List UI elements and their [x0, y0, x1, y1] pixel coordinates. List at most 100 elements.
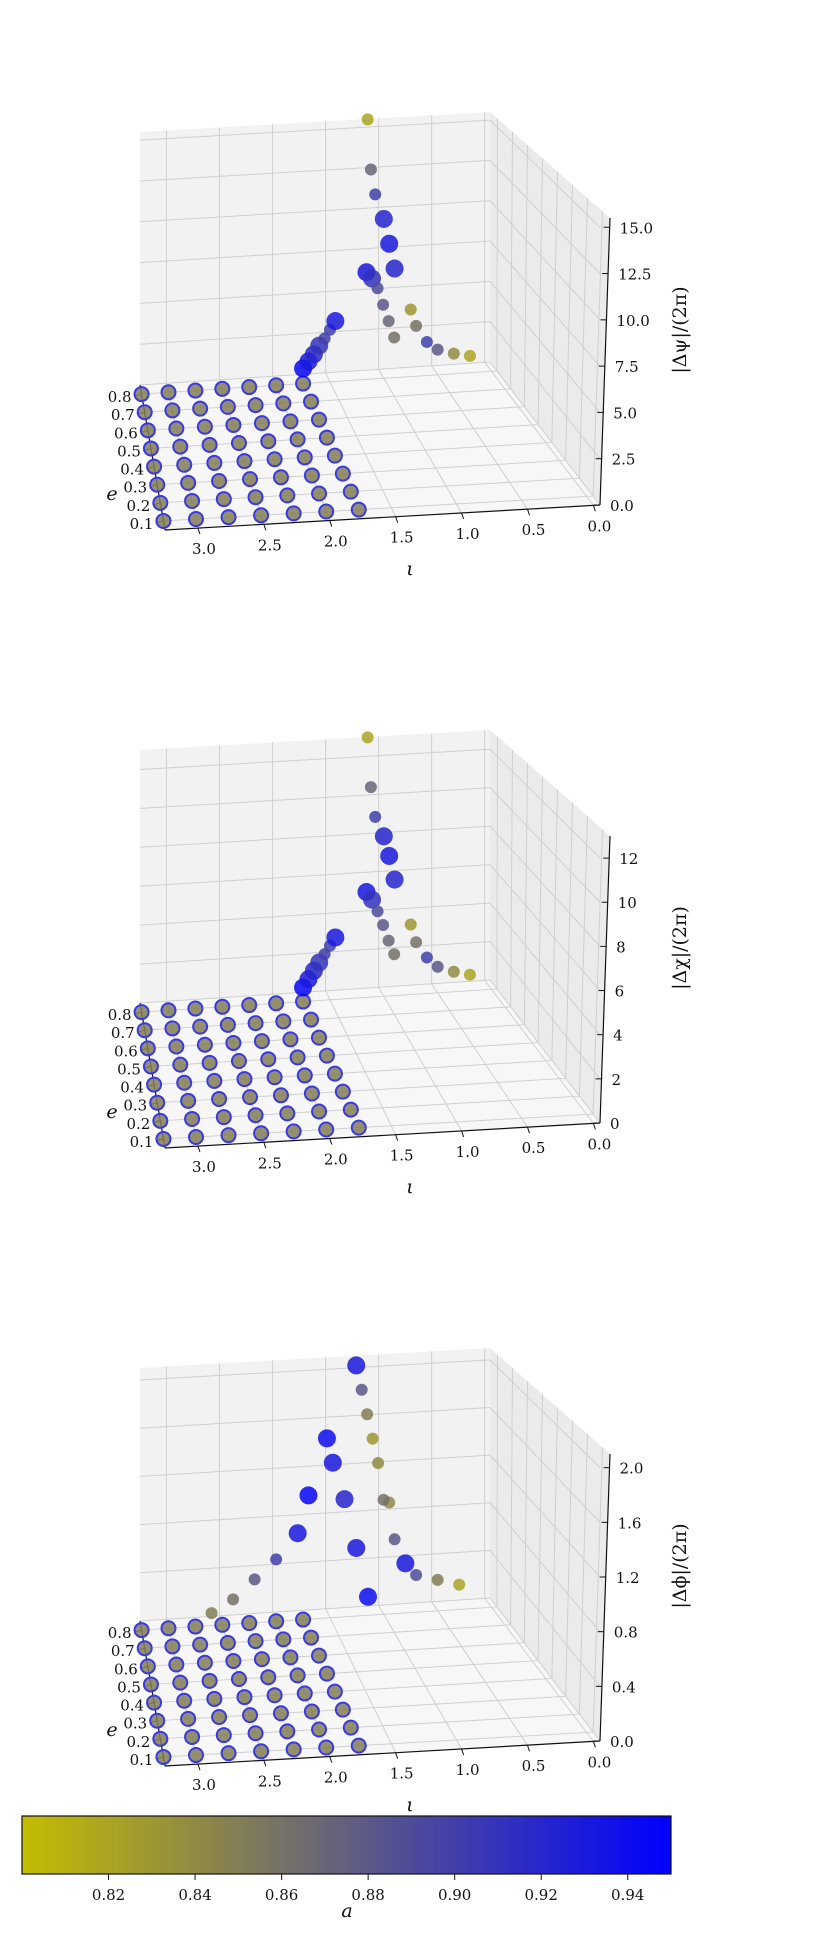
grid-line [325, 990, 397, 1135]
grid-line [489, 240, 601, 367]
data-point [377, 298, 390, 311]
data-point [295, 993, 312, 1010]
x-tick-mark [263, 1760, 267, 1767]
data-point [172, 1674, 189, 1691]
back-wall [140, 1348, 490, 1621]
y-tick-label: 0.2 [126, 497, 150, 515]
grid-line [139, 979, 491, 1004]
grid-line [489, 902, 601, 1036]
grid-line [578, 1434, 588, 1715]
x-tick-label: 0.0 [587, 1753, 611, 1771]
data-point [149, 476, 166, 493]
data-point [342, 483, 359, 500]
grid-line [325, 372, 397, 517]
data-point [160, 1620, 177, 1637]
data-point [220, 509, 237, 526]
data-point [366, 1432, 379, 1445]
data-point [168, 1038, 185, 1055]
grid-line [325, 1608, 397, 1753]
x-axis-label: ι [406, 558, 413, 580]
data-point [136, 404, 153, 421]
grid-line [139, 280, 491, 304]
data-point [168, 420, 185, 437]
data-point [230, 1671, 247, 1688]
side-wall [490, 730, 610, 1123]
data-point [279, 1105, 296, 1122]
grid-line [489, 825, 601, 947]
x-tick-label: 1.5 [390, 1147, 414, 1165]
x-tick-label: 0.0 [587, 517, 611, 535]
data-point [347, 1538, 366, 1557]
x-axis-label: ι [406, 1794, 413, 1816]
data-point [201, 436, 218, 453]
data-point [363, 890, 382, 909]
grid-line [139, 1359, 491, 1381]
data-point [253, 1125, 270, 1142]
z-tick-label: 0.4 [612, 1678, 636, 1696]
data-point [214, 380, 231, 397]
z-axis-line [599, 1453, 611, 1742]
data-point [142, 1676, 159, 1693]
z-tick-label: 6 [615, 983, 625, 1001]
x-tick-label: 1.0 [456, 525, 480, 543]
y-tick-label: 0.2 [126, 1733, 150, 1751]
x-axis-line [164, 1740, 601, 1767]
y-tick-label: 0.1 [130, 515, 154, 533]
data-point [361, 731, 374, 744]
y-tick-label: 0.3 [123, 479, 147, 497]
grid-line [139, 1502, 491, 1526]
y-tick-label: 0.6 [114, 424, 138, 442]
data-point [272, 469, 289, 486]
data-point [211, 472, 228, 489]
data-point [342, 1101, 359, 1118]
data-point [318, 332, 331, 345]
grid-line [489, 281, 601, 413]
data-point [377, 918, 390, 931]
data-point [369, 188, 382, 201]
x-tick-mark [395, 1134, 399, 1141]
data-point [380, 234, 399, 253]
data-point [242, 1707, 259, 1724]
x-tick-mark [197, 527, 201, 535]
data-point [361, 1408, 374, 1421]
z-tick-label: 0.0 [610, 497, 634, 515]
data-point [155, 512, 172, 529]
data-point [347, 1356, 366, 1375]
data-point [192, 1018, 209, 1035]
grid-line [139, 1407, 491, 1429]
y-tick-label: 0.7 [111, 406, 135, 424]
data-point [447, 347, 460, 360]
grid-line [378, 369, 463, 514]
x-tick-mark [527, 509, 530, 516]
data-point [211, 1708, 228, 1725]
grid-line [139, 119, 491, 141]
z-axis-label: |Δϕ|/(2π) [669, 1523, 691, 1608]
x-axis-label: ι [406, 1176, 413, 1198]
z-axis-label: |Δχ|/(2π) [669, 906, 691, 990]
colorbar-tick-label: 0.82 [92, 1886, 125, 1904]
z-tick-label: 4 [613, 1027, 623, 1045]
data-point [247, 1015, 264, 1032]
data-point [230, 435, 247, 452]
grid-line [139, 200, 491, 223]
z-axis-label: |Δψ|/(2π) [669, 286, 691, 373]
data-point [215, 1727, 232, 1744]
data-point [374, 209, 393, 228]
y-tick-label: 0.8 [108, 1624, 132, 1642]
z-tick-label: 1.2 [616, 1569, 640, 1587]
data-point [282, 1649, 299, 1666]
colorbar-tick-label: 0.94 [611, 1886, 644, 1904]
z-tick-label: 2 [612, 1071, 622, 1089]
data-point [388, 1533, 401, 1546]
data-point [296, 449, 313, 466]
data-point [303, 1085, 320, 1102]
data-point [279, 1723, 296, 1740]
data-point [155, 1130, 172, 1147]
data-point [275, 1631, 292, 1648]
y-tick-label: 0.4 [120, 461, 144, 479]
data-point [146, 1694, 163, 1711]
x-tick-label: 3.0 [192, 540, 216, 558]
data-point [187, 1000, 204, 1017]
data-point [447, 965, 460, 978]
